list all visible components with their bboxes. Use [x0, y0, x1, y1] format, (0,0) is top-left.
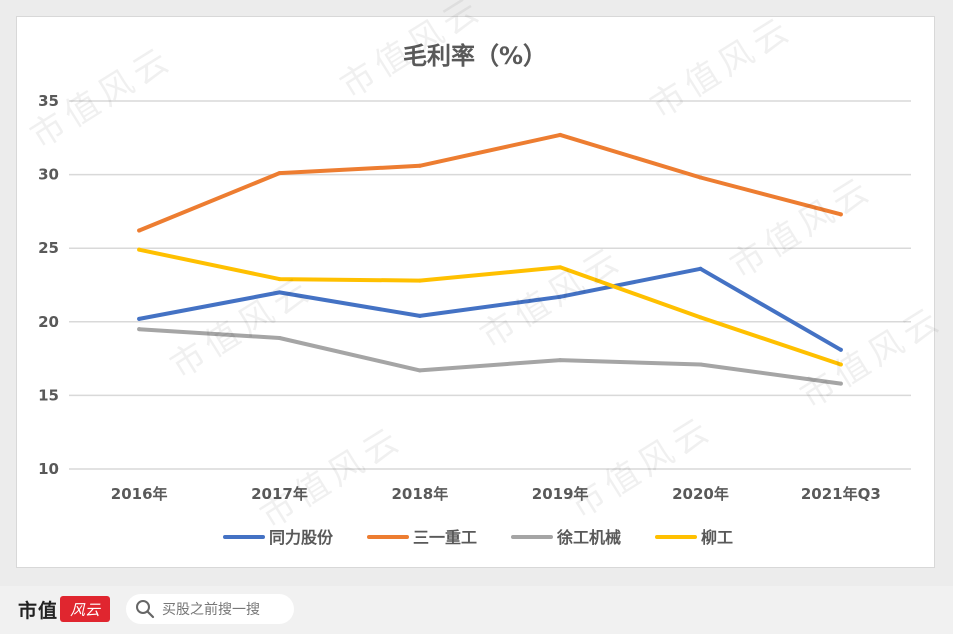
data-point	[698, 362, 703, 367]
data-point	[137, 228, 142, 233]
data-point	[277, 335, 282, 340]
series-lines	[137, 132, 843, 386]
data-point	[698, 175, 703, 180]
y-axis-ticks: 10 15 20 25 30 35	[38, 92, 59, 478]
data-point	[277, 277, 282, 282]
search-placeholder: 买股之前搜一搜	[162, 602, 260, 618]
y-tick-label: 35	[38, 92, 59, 110]
data-point	[698, 266, 703, 271]
brand-mark: 风云	[60, 596, 111, 622]
data-point	[417, 163, 422, 168]
y-tick-label: 25	[38, 239, 59, 257]
chart-frame: 毛利率（%） 10 15 20 25 30 35 2016年 2017年 2018年 2019年…	[16, 0, 951, 568]
brand-logo[interactable]: 市值 风云	[18, 594, 111, 624]
y-tick-label: 30	[38, 166, 59, 184]
y-tick-label: 15	[38, 386, 59, 404]
data-point	[277, 171, 282, 176]
y-tick-label: 20	[38, 313, 59, 331]
chart-card: 毛利率（%） 10 15 20 25 30 35 2016年 2017年 2018年 2019年…	[16, 16, 935, 568]
legend: 同力股份 三一重工 徐工机械 柳工	[223, 528, 733, 547]
data-point	[137, 327, 142, 332]
data-point	[838, 212, 843, 217]
chart-title: 毛利率（%）	[403, 42, 547, 70]
data-point	[558, 265, 563, 270]
x-tick-label: 2019年	[532, 485, 589, 503]
series-line	[137, 266, 843, 352]
grid-lines	[69, 100, 911, 470]
data-point	[838, 347, 843, 352]
x-tick-label: 2021年Q3	[801, 485, 881, 503]
legend-label: 三一重工	[413, 528, 477, 547]
series-line	[137, 132, 843, 233]
data-point	[558, 358, 563, 363]
search-icon	[134, 598, 156, 620]
x-tick-label: 2016年	[111, 485, 168, 503]
data-point	[277, 290, 282, 295]
legend-label: 柳工	[701, 528, 733, 547]
line-chart: 毛利率（%） 10 15 20 25 30 35 2016年 2017年 2018年 2019年…	[38, 42, 911, 547]
x-tick-label: 2017年	[251, 485, 308, 503]
data-point	[417, 278, 422, 283]
x-tick-label: 2020年	[672, 485, 729, 503]
data-point	[558, 294, 563, 299]
x-axis-ticks: 2016年 2017年 2018年 2019年 2020年 2021年Q3	[111, 485, 881, 503]
series-line	[137, 327, 843, 386]
brand-name: 市值	[18, 599, 59, 622]
data-point	[137, 316, 142, 321]
data-point	[838, 381, 843, 386]
data-point	[838, 362, 843, 367]
data-point	[558, 132, 563, 137]
legend-label: 徐工机械	[556, 528, 621, 547]
data-point	[137, 247, 142, 252]
search-box[interactable]: 买股之前搜一搜	[126, 594, 294, 624]
y-tick-label: 10	[38, 460, 59, 478]
legend-label: 同力股份	[269, 528, 334, 547]
data-point	[417, 368, 422, 373]
data-point	[417, 313, 422, 318]
data-point	[698, 315, 703, 320]
footer-bar: 市值 风云 买股之前搜一搜	[0, 586, 953, 634]
x-tick-label: 2018年	[391, 485, 448, 503]
series-line	[137, 247, 843, 367]
